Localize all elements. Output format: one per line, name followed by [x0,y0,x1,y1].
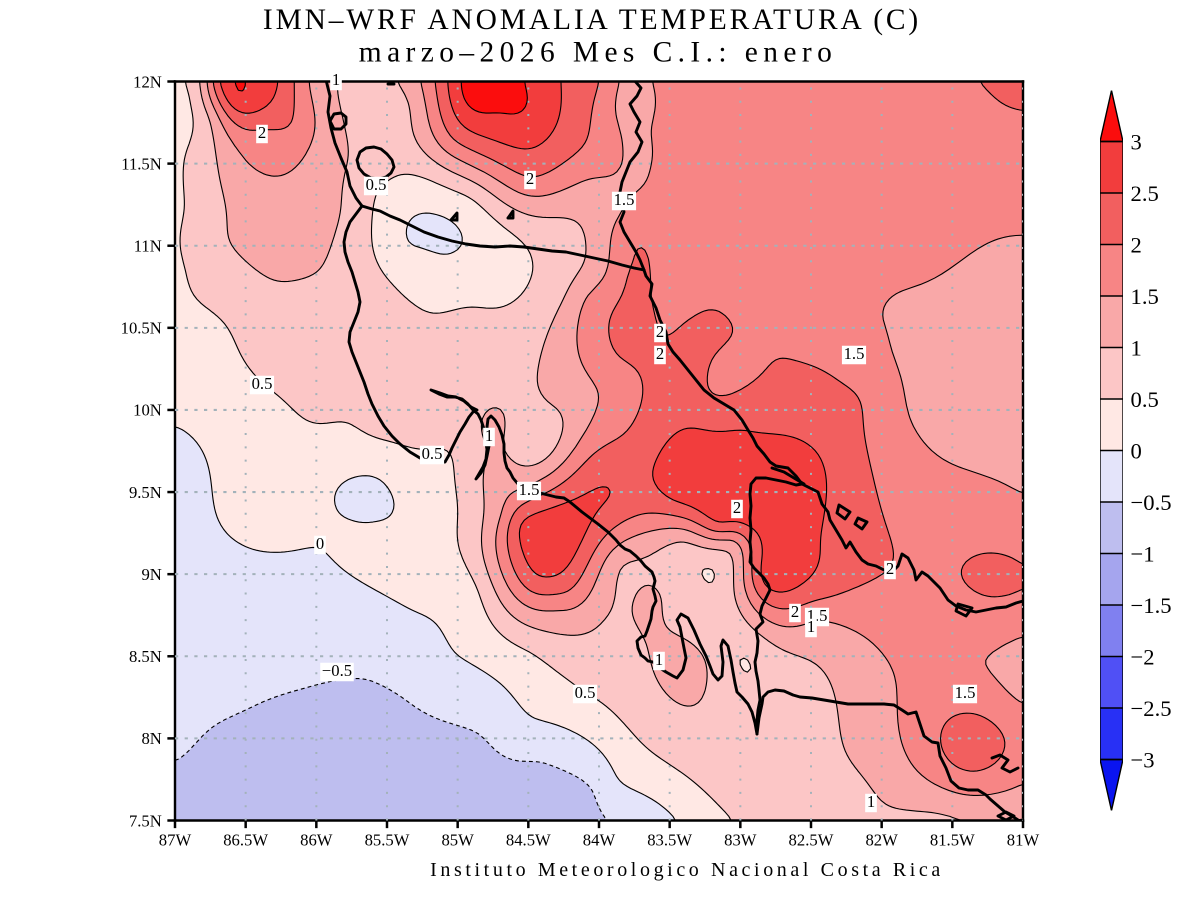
svg-text:1.5: 1.5 [1131,284,1159,309]
svg-text:2: 2 [733,498,741,517]
svg-text:0: 0 [1131,439,1142,464]
svg-text:7.5N: 7.5N [129,811,162,830]
svg-text:8.5N: 8.5N [129,647,162,666]
svg-text:2: 2 [258,123,266,142]
svg-text:9N: 9N [141,565,161,584]
svg-text:−0.5: −0.5 [1131,490,1172,515]
svg-text:−2.5: −2.5 [1131,696,1172,721]
svg-text:3: 3 [1131,130,1142,155]
svg-text:0: 0 [316,534,324,553]
svg-text:2: 2 [1131,233,1142,258]
svg-text:1.5: 1.5 [614,190,635,209]
svg-text:0.5: 0.5 [1131,387,1159,412]
svg-text:0.5: 0.5 [252,374,273,393]
svg-text:8N: 8N [141,729,161,748]
svg-text:11N: 11N [134,237,162,256]
svg-text:81.5W: 81.5W [930,830,975,849]
svg-text:2: 2 [656,322,664,341]
svg-text:84.5W: 84.5W [506,830,551,849]
svg-text:85W: 85W [441,830,474,849]
svg-text:−1.5: −1.5 [1131,593,1172,618]
svg-text:83W: 83W [724,830,757,849]
svg-text:9.5N: 9.5N [129,483,162,502]
svg-text:−2: −2 [1131,645,1155,670]
svg-text:2: 2 [791,602,799,621]
svg-text:2: 2 [886,559,894,578]
svg-text:1: 1 [655,650,663,669]
svg-text:86W: 86W [300,830,333,849]
svg-text:82W: 82W [865,830,898,849]
svg-text:2: 2 [656,344,664,363]
svg-text:0.5: 0.5 [422,444,443,463]
svg-text:85.5W: 85.5W [365,830,410,849]
svg-text:−0.5: −0.5 [322,661,352,680]
svg-text:Instituto Meteorologico Nacion: Instituto Meteorologico Nacional Costa R… [430,859,944,881]
svg-text:IMN–WRF ANOMALIA TEMPERATURA: IMN–WRF ANOMALIA TEMPERATURA (C) [263,4,921,36]
svg-text:2.5: 2.5 [1131,181,1159,206]
svg-text:1: 1 [1131,336,1142,361]
svg-text:83.5W: 83.5W [647,830,692,849]
svg-text:2: 2 [526,169,534,188]
svg-text:10.5N: 10.5N [121,319,162,338]
svg-text:10N: 10N [133,401,162,420]
svg-text:1: 1 [807,617,815,636]
svg-text:84W: 84W [583,830,616,849]
svg-text:1: 1 [332,70,340,89]
svg-text:87W: 87W [159,830,192,849]
svg-text:0.5: 0.5 [366,175,387,194]
svg-text:0.5: 0.5 [575,683,596,702]
svg-text:81W: 81W [1007,830,1040,849]
svg-text:−1: −1 [1131,542,1155,567]
svg-text:1: 1 [867,792,875,811]
svg-text:12N: 12N [133,72,162,91]
svg-text:1: 1 [485,426,493,445]
svg-text:86.5W: 86.5W [223,830,268,849]
svg-text:1.5: 1.5 [519,480,540,499]
svg-text:1.5: 1.5 [844,344,865,363]
svg-text:11.5N: 11.5N [121,154,162,173]
svg-text:marzo–2026 Mes C.I.: enero: marzo–2026 Mes C.I.: enero [359,37,837,69]
svg-text:−3: −3 [1131,748,1155,773]
svg-text:1.5: 1.5 [955,683,976,702]
svg-text:82.5W: 82.5W [789,830,834,849]
